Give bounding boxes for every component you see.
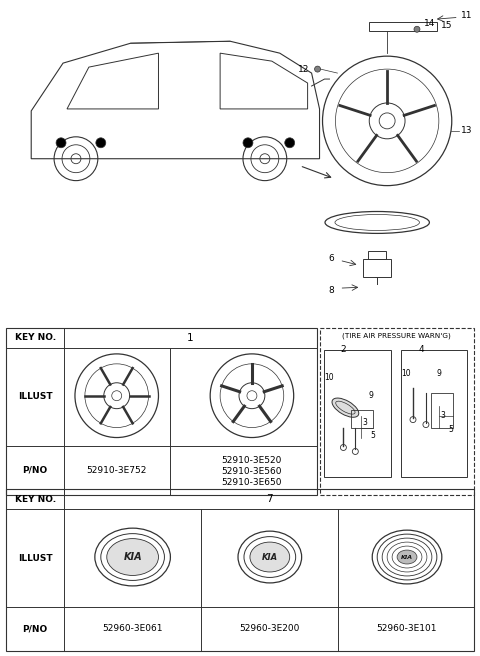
- Ellipse shape: [107, 539, 158, 575]
- Text: 7: 7: [266, 494, 273, 504]
- Ellipse shape: [250, 542, 290, 572]
- Text: 10: 10: [324, 373, 334, 382]
- Text: KEY NO.: KEY NO.: [14, 495, 56, 504]
- Circle shape: [56, 138, 66, 148]
- Text: 52960-3E061: 52960-3E061: [102, 625, 163, 633]
- Text: 11: 11: [461, 11, 472, 20]
- Text: 52910-3E650: 52910-3E650: [222, 478, 282, 487]
- Circle shape: [314, 66, 321, 72]
- Text: 12: 12: [298, 64, 310, 73]
- Text: P/NO: P/NO: [23, 625, 48, 633]
- Ellipse shape: [332, 398, 359, 417]
- Text: 15: 15: [441, 21, 452, 30]
- Text: KEY NO.: KEY NO.: [14, 333, 56, 342]
- Bar: [324, 350, 391, 478]
- Text: 3: 3: [363, 418, 368, 427]
- Circle shape: [243, 138, 253, 148]
- Bar: [363, 259, 391, 277]
- Bar: [6, 489, 474, 651]
- Text: 2: 2: [341, 346, 346, 354]
- Text: 6: 6: [329, 254, 335, 263]
- Text: 10: 10: [401, 369, 411, 379]
- Text: 52960-3E200: 52960-3E200: [240, 625, 300, 633]
- Bar: [351, 409, 373, 428]
- Bar: [369, 22, 437, 31]
- Text: 3: 3: [440, 411, 445, 420]
- Text: 52910-3E752: 52910-3E752: [86, 466, 147, 475]
- Text: 5: 5: [448, 425, 453, 434]
- Text: (TIRE AIR PRESSURE WARN'G): (TIRE AIR PRESSURE WARN'G): [342, 333, 451, 339]
- Bar: [6, 328, 316, 495]
- Bar: [320, 328, 474, 495]
- Bar: [368, 251, 386, 259]
- Text: P/NO: P/NO: [23, 466, 48, 475]
- Text: 8: 8: [329, 285, 335, 295]
- Text: KIA: KIA: [401, 554, 413, 560]
- Bar: [431, 393, 453, 428]
- Text: KIA: KIA: [123, 552, 142, 562]
- Text: ILLUST: ILLUST: [18, 392, 52, 401]
- Text: 9: 9: [369, 391, 373, 400]
- Ellipse shape: [397, 550, 417, 564]
- Text: 52960-3E101: 52960-3E101: [377, 625, 437, 633]
- Text: 14: 14: [424, 19, 435, 28]
- Text: 1: 1: [187, 333, 193, 343]
- Text: 52910-3E520: 52910-3E520: [222, 456, 282, 465]
- Text: 9: 9: [436, 369, 441, 379]
- Text: 4: 4: [418, 346, 424, 354]
- Circle shape: [96, 138, 106, 148]
- Circle shape: [414, 26, 420, 32]
- Text: 52910-3E560: 52910-3E560: [222, 467, 282, 476]
- Text: ILLUST: ILLUST: [18, 554, 52, 563]
- Text: 13: 13: [461, 127, 472, 135]
- Circle shape: [285, 138, 295, 148]
- Text: 5: 5: [371, 431, 376, 440]
- Text: KIA: KIA: [262, 552, 278, 562]
- Bar: [401, 350, 467, 478]
